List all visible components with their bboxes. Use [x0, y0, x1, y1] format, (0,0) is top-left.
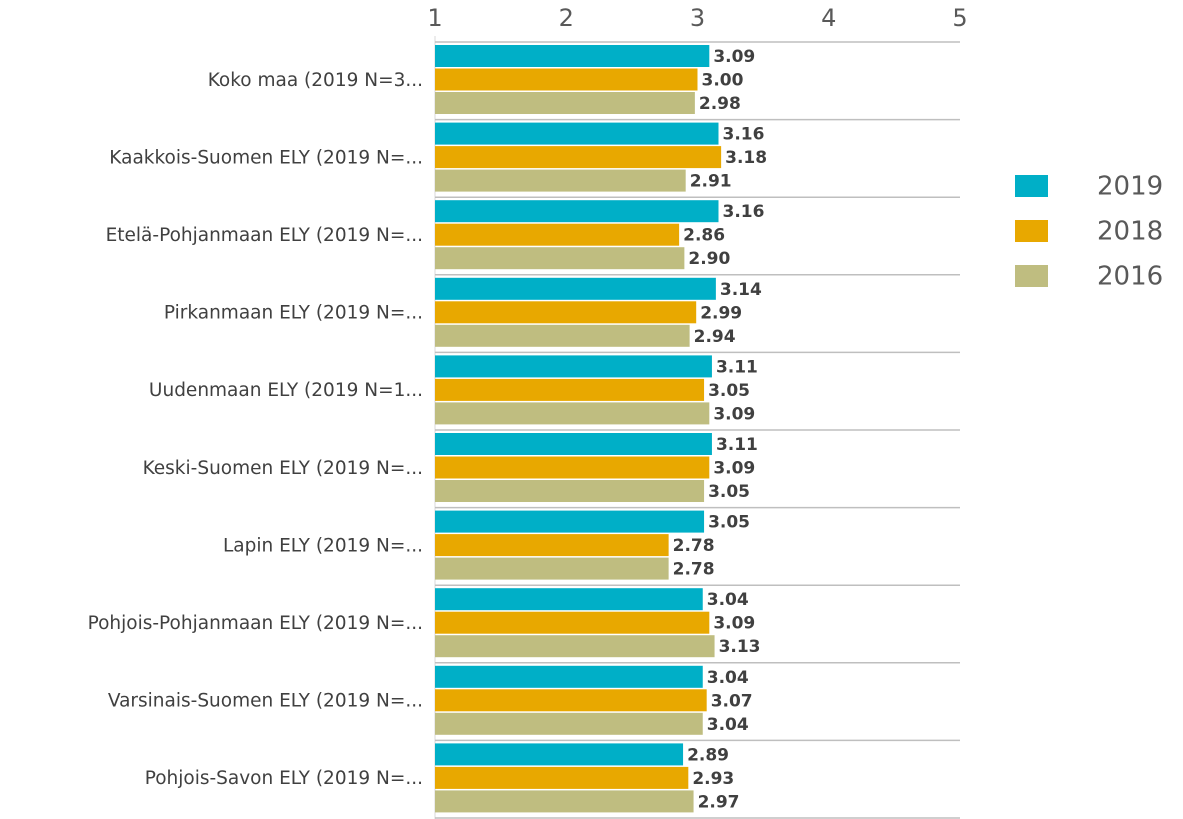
category-label: Etelä-Pohjanmaan ELY (2019 N=... [106, 225, 423, 246]
value-label: 2.93 [692, 769, 734, 789]
legend-swatch [1015, 220, 1048, 242]
bar [435, 433, 712, 455]
value-label: 3.05 [708, 482, 750, 502]
bar [435, 456, 710, 479]
value-label: 2.98 [699, 94, 741, 114]
value-label: 2.78 [673, 560, 715, 580]
value-label: 3.04 [707, 590, 749, 610]
legend-label: 2016 [1097, 262, 1163, 292]
value-label: 3.04 [707, 668, 749, 688]
value-label: 3.16 [723, 202, 765, 222]
category-label: Keski-Suomen ELY (2019 N=... [143, 458, 423, 479]
value-label: 2.90 [688, 249, 730, 269]
bar [435, 301, 697, 324]
bar [435, 766, 689, 789]
value-label: 2.91 [690, 172, 732, 192]
value-label: 3.04 [707, 715, 749, 735]
value-label: 3.05 [708, 381, 750, 401]
bar [435, 378, 705, 401]
value-label: 3.18 [725, 148, 767, 168]
bar [435, 712, 703, 735]
bar [435, 635, 715, 658]
x-tick-label: 5 [952, 4, 967, 32]
value-label: 2.97 [698, 792, 740, 812]
bar [435, 45, 710, 67]
value-label: 3.11 [716, 357, 758, 377]
bar [435, 743, 684, 766]
value-label: 2.86 [683, 226, 725, 246]
legend-swatch [1015, 175, 1048, 197]
value-label: 3.07 [711, 691, 753, 711]
bar [435, 247, 685, 270]
bar [435, 689, 707, 712]
x-tick-label: 3 [690, 4, 705, 32]
value-label: 3.14 [720, 280, 762, 300]
bar [435, 223, 680, 246]
value-label: 3.09 [713, 47, 755, 67]
value-label: 3.09 [713, 404, 755, 424]
legend-label: 2019 [1097, 172, 1163, 202]
bar [435, 277, 716, 300]
bar [435, 480, 705, 502]
bar [435, 510, 705, 533]
value-label: 3.13 [719, 637, 761, 657]
bar [435, 534, 669, 557]
bar [435, 665, 703, 688]
bar [435, 324, 690, 347]
bar [435, 68, 698, 91]
value-label: 2.89 [687, 745, 729, 765]
value-label: 2.99 [700, 303, 742, 323]
category-label: Varsinais-Suomen ELY (2019 N=... [108, 691, 423, 712]
bar [435, 146, 722, 169]
bar [435, 557, 669, 580]
bar [435, 92, 695, 114]
category-label: Uudenmaan ELY (2019 N=1... [149, 380, 423, 401]
value-label: 3.09 [713, 459, 755, 479]
bar [435, 611, 710, 634]
value-label: 3.00 [702, 71, 744, 91]
x-tick-label: 1 [427, 4, 442, 32]
bar [435, 402, 710, 425]
x-tick-label: 2 [559, 4, 574, 32]
bar [435, 169, 686, 192]
value-label: 3.05 [708, 513, 750, 533]
value-label: 3.16 [723, 125, 765, 145]
value-label: 3.09 [713, 614, 755, 634]
category-label: Lapin ELY (2019 N=... [223, 535, 423, 556]
x-tick-label: 4 [821, 4, 836, 32]
category-label: Pirkanmaan ELY (2019 N=... [164, 303, 423, 324]
value-label: 2.78 [673, 536, 715, 556]
category-label: Pohjois-Savon ELY (2019 N=... [145, 768, 423, 789]
bar [435, 122, 719, 145]
category-label: Koko maa (2019 N=3... [208, 70, 423, 91]
bar [435, 200, 719, 223]
bar [435, 355, 712, 378]
category-label: Pohjois-Pohjanmaan ELY (2019 N=... [88, 613, 423, 634]
category-label: Kaakkois-Suomen ELY (2019 N=... [109, 147, 423, 168]
legend-label: 2018 [1097, 217, 1163, 247]
value-label: 3.11 [716, 435, 758, 455]
bar [435, 588, 703, 611]
bar [435, 790, 694, 813]
value-label: 2.94 [694, 327, 736, 347]
legend-swatch [1015, 265, 1048, 287]
